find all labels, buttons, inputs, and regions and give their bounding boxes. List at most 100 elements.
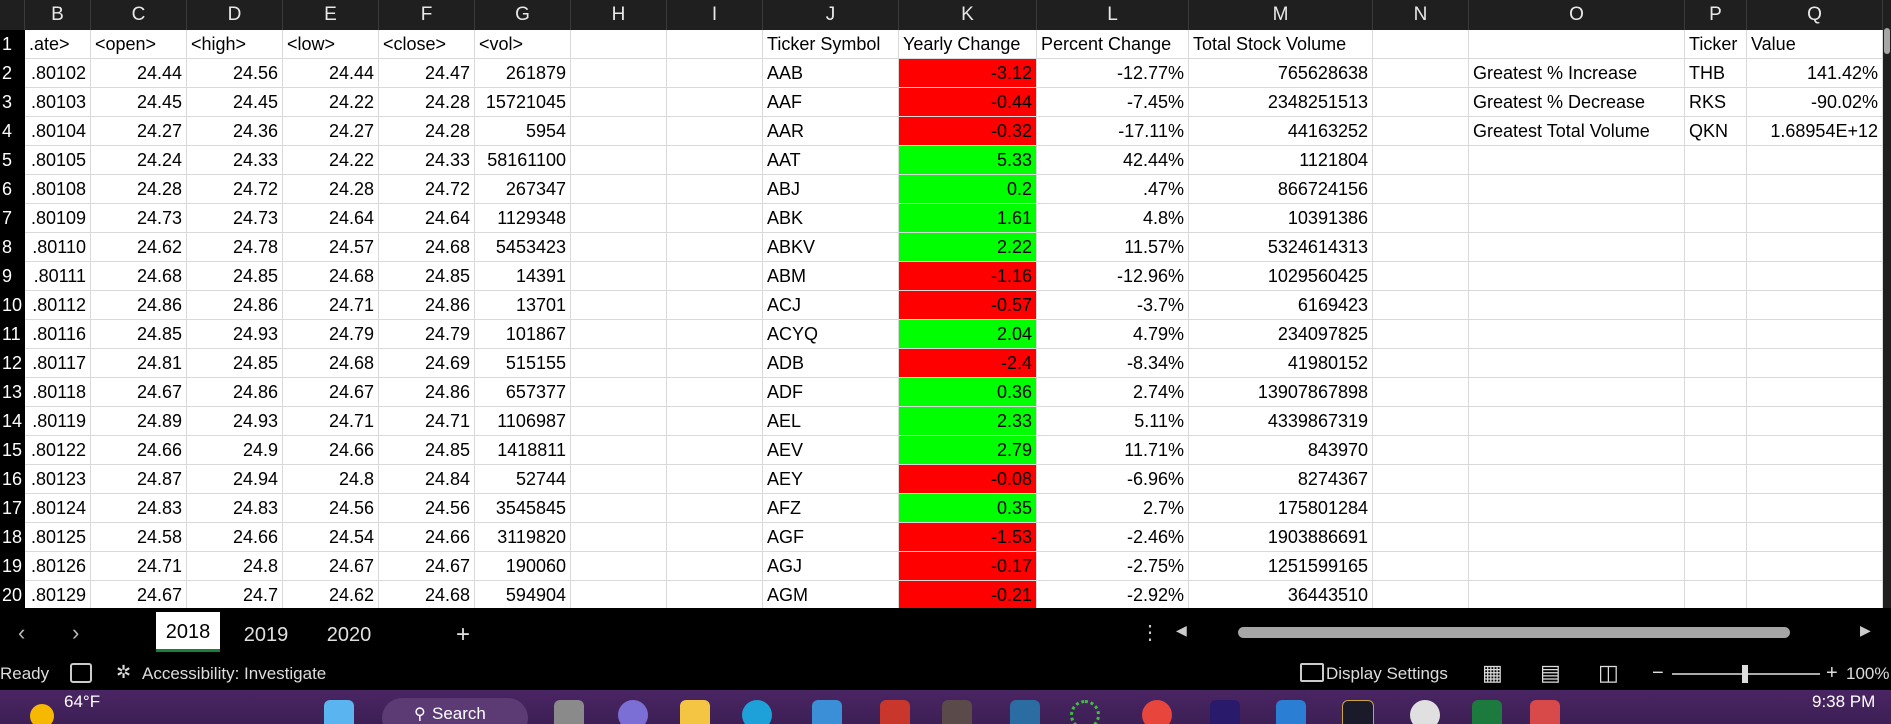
data-cell[interactable]: 24.85 <box>379 262 475 291</box>
grid-cell[interactable] <box>571 175 667 204</box>
data-cell[interactable]: 24.94 <box>187 465 283 494</box>
data-cell[interactable]: .80122 <box>25 436 91 465</box>
data-cell[interactable]: 24.67 <box>379 552 475 581</box>
macro-recording-icon[interactable] <box>70 663 92 683</box>
data-cell[interactable]: 15721045 <box>475 88 571 117</box>
grid-cell[interactable] <box>571 262 667 291</box>
data-cell[interactable]: 24.64 <box>283 204 379 233</box>
data-cell[interactable]: 24.27 <box>91 117 187 146</box>
premiere-icon[interactable] <box>1210 700 1240 724</box>
yearly-change-cell[interactable]: -0.08 <box>899 465 1037 494</box>
yearly-change-cell[interactable]: -0.44 <box>899 88 1037 117</box>
grid-cell[interactable] <box>1747 175 1883 204</box>
grid-cell[interactable] <box>1685 291 1747 320</box>
percent-change-cell[interactable]: -7.45% <box>1037 88 1189 117</box>
grid-cell[interactable] <box>571 59 667 88</box>
edge-browser-icon[interactable] <box>742 700 772 724</box>
grid-cell[interactable] <box>1685 378 1747 407</box>
grid-cell[interactable] <box>667 581 763 608</box>
yearly-change-cell[interactable]: 0.35 <box>899 494 1037 523</box>
data-cell[interactable]: 24.44 <box>91 59 187 88</box>
grid-cell[interactable] <box>1373 30 1469 59</box>
task-view-icon[interactable] <box>554 700 584 724</box>
grid-cell[interactable] <box>667 552 763 581</box>
data-cell[interactable]: 24.56 <box>283 494 379 523</box>
total-volume-cell[interactable]: 234097825 <box>1189 320 1373 349</box>
grid-cell[interactable] <box>571 407 667 436</box>
total-volume-cell[interactable]: 36443510 <box>1189 581 1373 608</box>
percent-change-cell[interactable]: 4.79% <box>1037 320 1189 349</box>
greatest-ticker-cell[interactable]: THB <box>1685 59 1747 88</box>
data-cell[interactable]: 24.45 <box>187 88 283 117</box>
total-volume-cell[interactable]: 2348251513 <box>1189 88 1373 117</box>
data-cell[interactable]: .80116 <box>25 320 91 349</box>
data-cell[interactable]: 24.87 <box>91 465 187 494</box>
data-cell[interactable]: 24.33 <box>187 146 283 175</box>
row-header-10[interactable]: 10 <box>0 291 25 320</box>
grid-cell[interactable] <box>1685 494 1747 523</box>
data-cell[interactable]: 14391 <box>475 262 571 291</box>
grid-cell[interactable] <box>1373 204 1469 233</box>
yearly-change-cell[interactable]: 1.61 <box>899 204 1037 233</box>
data-cell[interactable]: 24.71 <box>91 552 187 581</box>
ticker-cell[interactable]: ABJ <box>763 175 899 204</box>
data-cell[interactable]: 24.62 <box>91 233 187 262</box>
display-settings-button[interactable]: Display Settings <box>1326 664 1448 683</box>
percent-change-cell[interactable]: -12.96% <box>1037 262 1189 291</box>
data-cell[interactable]: 24.72 <box>187 175 283 204</box>
data-cell[interactable]: 24.28 <box>91 175 187 204</box>
data-cell[interactable]: .80123 <box>25 465 91 494</box>
ticker-cell[interactable]: ACJ <box>763 291 899 320</box>
data-cell[interactable]: 24.68 <box>283 262 379 291</box>
horizontal-scroll-thumb[interactable] <box>1238 627 1790 638</box>
column-header-f[interactable]: F <box>379 0 475 30</box>
data-cell[interactable]: 24.56 <box>379 494 475 523</box>
row-header-5[interactable]: 5 <box>0 146 25 175</box>
grid-cell[interactable] <box>1747 320 1883 349</box>
data-cell[interactable]: 101867 <box>475 320 571 349</box>
scroll-tabs-left-icon[interactable]: ‹ <box>18 620 26 645</box>
data-cell[interactable]: 24.33 <box>379 146 475 175</box>
data-cell[interactable]: .80110 <box>25 233 91 262</box>
horizontal-scrollbar[interactable]: ◀ ▶ <box>1170 622 1880 642</box>
column-header-o[interactable]: O <box>1469 0 1685 30</box>
total-volume-cell[interactable]: 6169423 <box>1189 291 1373 320</box>
grid-cell[interactable] <box>1373 494 1469 523</box>
column-header-d[interactable]: D <box>187 0 283 30</box>
data-cell[interactable]: 24.86 <box>187 291 283 320</box>
sheet-tab-2019[interactable]: 2019 <box>243 624 289 646</box>
grid-cell[interactable] <box>667 233 763 262</box>
grid-cell[interactable] <box>1747 291 1883 320</box>
spreadsheet-grid[interactable]: B C D E F G H I J K L M N O P Q 1 2 3 4 5 6 7 8 9 10 11 12 13 14 15 16 1… <box>0 0 1891 608</box>
percent-change-cell[interactable]: 11.71% <box>1037 436 1189 465</box>
data-cell[interactable]: 24.71 <box>379 407 475 436</box>
data-cell[interactable]: 24.24 <box>91 146 187 175</box>
data-cell[interactable]: 24.86 <box>91 291 187 320</box>
total-volume-cell[interactable]: 866724156 <box>1189 175 1373 204</box>
grid-cell[interactable] <box>667 291 763 320</box>
data-cell[interactable]: 24.57 <box>283 233 379 262</box>
ticker-cell[interactable]: ABK <box>763 204 899 233</box>
percent-change-cell[interactable]: .47% <box>1037 175 1189 204</box>
grid-cell[interactable] <box>1469 494 1685 523</box>
data-cell[interactable]: 515155 <box>475 349 571 378</box>
excel-icon[interactable] <box>1472 700 1502 724</box>
data-cell[interactable]: 24.85 <box>379 436 475 465</box>
data-cell[interactable]: 24.69 <box>379 349 475 378</box>
data-cell[interactable]: 24.67 <box>283 378 379 407</box>
grid-cell[interactable] <box>1373 378 1469 407</box>
summary-header-cell[interactable]: Yearly Change <box>899 30 1037 59</box>
yearly-change-cell[interactable]: -0.21 <box>899 581 1037 608</box>
grid-cell[interactable] <box>667 436 763 465</box>
row-header-1[interactable]: 1 <box>0 30 25 59</box>
data-cell[interactable]: .80117 <box>25 349 91 378</box>
grid-cell[interactable] <box>571 146 667 175</box>
yearly-change-cell[interactable]: 2.33 <box>899 407 1037 436</box>
vertical-scrollbar[interactable] <box>1883 0 1891 608</box>
column-header-m[interactable]: M <box>1189 0 1373 30</box>
grid-cell[interactable] <box>571 436 667 465</box>
total-volume-cell[interactable]: 4339867319 <box>1189 407 1373 436</box>
data-cell[interactable]: 24.8 <box>187 552 283 581</box>
select-all-corner[interactable] <box>0 0 25 30</box>
grid-cell[interactable] <box>571 30 667 59</box>
